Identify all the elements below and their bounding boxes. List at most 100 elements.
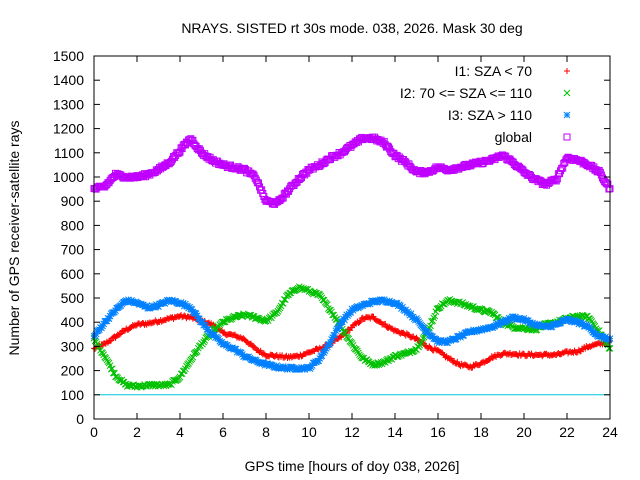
x-tick-label: 18 xyxy=(473,424,489,440)
data-point xyxy=(348,340,356,347)
data-point xyxy=(355,349,362,357)
axis-ticks xyxy=(93,55,611,420)
data-point xyxy=(552,177,560,185)
plot-area-border xyxy=(93,55,611,420)
data-point xyxy=(180,367,188,375)
data-point xyxy=(276,304,284,312)
legend-marker-shape xyxy=(564,68,570,74)
data-point xyxy=(452,335,460,343)
x-tick-label: 6 xyxy=(219,424,227,440)
legend-marker xyxy=(564,68,570,74)
y-tick-label: 900 xyxy=(61,193,85,209)
x-tick-label: 24 xyxy=(602,424,618,440)
data-point xyxy=(215,335,223,343)
y-tick-label: 600 xyxy=(61,266,85,282)
data-point xyxy=(386,297,393,305)
data-point xyxy=(407,310,415,318)
data-point xyxy=(408,348,416,356)
y-tick-label: 1000 xyxy=(53,169,84,185)
y-tick-label: 1200 xyxy=(53,121,84,137)
data-point xyxy=(327,339,334,346)
legend-label: global xyxy=(495,129,532,145)
data-point xyxy=(321,347,329,355)
y-tick-label: 100 xyxy=(61,387,85,403)
data-point xyxy=(315,357,323,365)
legend-marker-shape xyxy=(563,111,571,119)
data-point xyxy=(577,319,585,327)
data-point xyxy=(478,327,486,334)
x-tick-label: 4 xyxy=(176,424,184,440)
data-point xyxy=(188,306,196,313)
data-point xyxy=(357,318,364,325)
legend-label: I2: 70 <= SZA <= 110 xyxy=(400,85,532,101)
data-point xyxy=(323,301,331,308)
data-point xyxy=(193,312,201,320)
data-point xyxy=(105,315,113,323)
data-point xyxy=(204,326,212,333)
data-point xyxy=(432,335,440,343)
y-tick-label: 800 xyxy=(61,217,85,233)
data-point xyxy=(460,332,468,339)
legend-marker-shape xyxy=(563,89,571,97)
data-point xyxy=(130,381,138,389)
y-tick-label: 0 xyxy=(76,411,84,427)
data-point xyxy=(149,382,157,390)
legend-marker xyxy=(563,89,571,97)
data-point xyxy=(504,317,512,325)
data-point xyxy=(150,380,158,388)
data-point xyxy=(401,350,409,357)
data-point xyxy=(393,299,401,307)
data-point xyxy=(192,310,200,317)
data-point xyxy=(195,315,203,323)
data-point xyxy=(295,283,303,290)
data-point xyxy=(112,307,119,314)
data-point xyxy=(519,317,527,324)
data-point xyxy=(199,340,206,348)
x-tick-label: 10 xyxy=(301,424,317,440)
series-4 xyxy=(90,133,614,208)
data-point xyxy=(484,325,491,333)
legend-marker xyxy=(563,133,571,141)
data-point xyxy=(108,365,116,372)
data-point xyxy=(231,331,238,338)
data-point xyxy=(99,322,106,330)
data-point xyxy=(416,341,424,349)
data-point xyxy=(342,329,349,337)
y-axis-title: Number of GPS receiver-satellite rays xyxy=(6,121,22,356)
data-point xyxy=(160,382,168,390)
data-point xyxy=(274,307,282,315)
data-point xyxy=(177,298,185,306)
data-point xyxy=(320,349,328,357)
data-point xyxy=(356,319,363,326)
data-point xyxy=(498,319,505,327)
data-point xyxy=(427,322,434,330)
y-tick-label: 500 xyxy=(61,290,85,306)
data-point xyxy=(501,318,509,326)
x-tick-label: 2 xyxy=(133,424,141,440)
data-point xyxy=(100,320,108,328)
data-point xyxy=(106,312,114,320)
data-point xyxy=(604,180,612,188)
data-point xyxy=(336,322,344,329)
data-point xyxy=(553,175,561,183)
data-point xyxy=(342,313,349,321)
data-point xyxy=(486,356,493,363)
data-point xyxy=(328,336,335,343)
x-tick-label: 0 xyxy=(90,424,98,440)
data-point xyxy=(92,330,100,338)
data-point xyxy=(382,321,389,328)
y-tick-label: 300 xyxy=(61,338,85,354)
x-tick-label: 14 xyxy=(387,424,403,440)
data-point xyxy=(334,325,342,332)
data-point xyxy=(529,319,536,327)
data-point xyxy=(162,382,170,390)
data-point xyxy=(599,333,606,340)
y-tick-label: 700 xyxy=(61,242,85,258)
data-point xyxy=(331,331,339,339)
data-point xyxy=(147,303,155,311)
legend-marker xyxy=(563,111,571,119)
legend-label: I3: SZA > 110 xyxy=(448,107,532,123)
data-point xyxy=(531,320,539,328)
data-point xyxy=(107,338,114,345)
